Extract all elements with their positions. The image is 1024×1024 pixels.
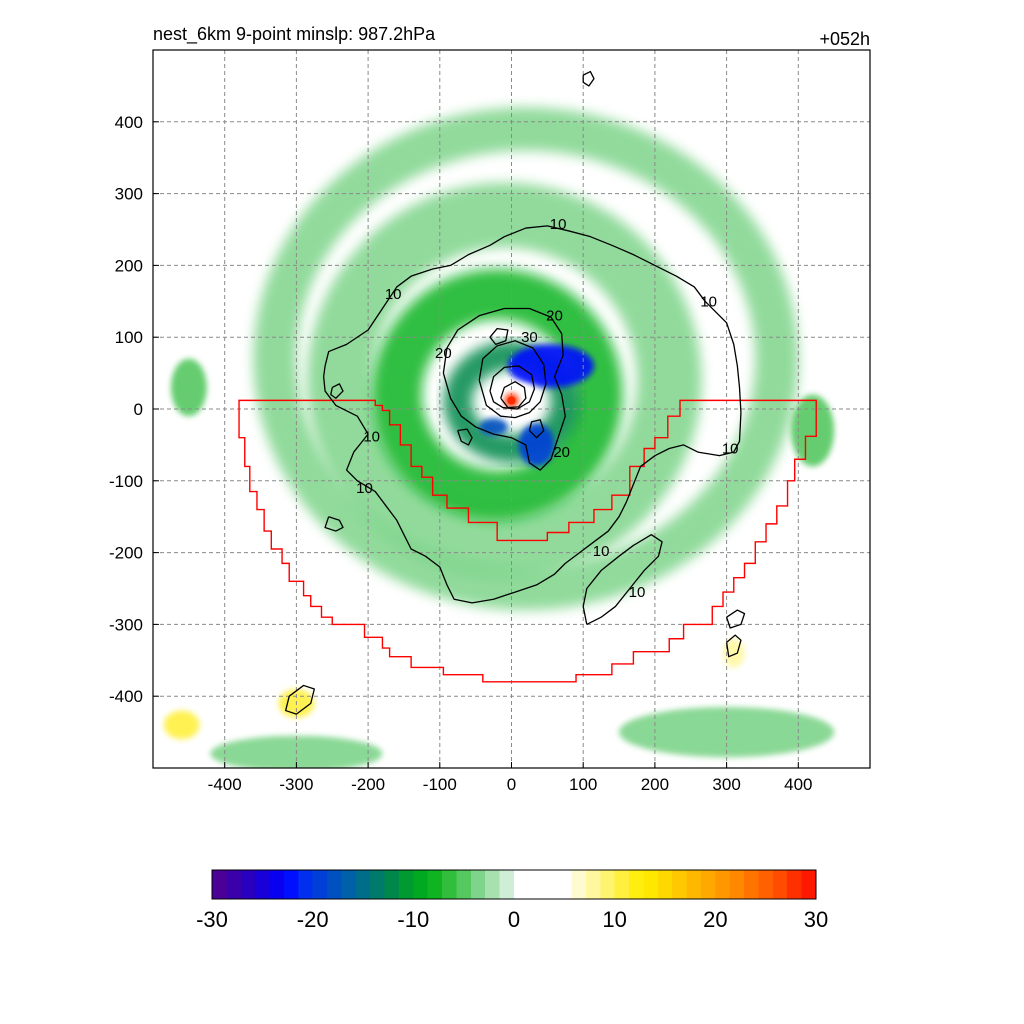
contour-label-layer: 10 10 10 10 10 10 10 10 20 20 20 30 [356, 216, 738, 601]
storm-center-marker [507, 396, 516, 405]
colorbar-tick-label-5: 20 [703, 907, 727, 932]
colorbar-tick-label-0: -30 [196, 907, 228, 932]
chart-title: nest_6km 9-point minslp: 987.2hPa [153, 24, 436, 45]
x-tick-label-4: 0 [507, 775, 516, 794]
field-ring-0 [307, 182, 702, 578]
field-blob-15 [170, 358, 207, 417]
contour-label-10: 20 [553, 444, 570, 461]
contour-label-5: 10 [356, 480, 373, 497]
field-blob-12 [274, 579, 304, 598]
x-tick-label-5: 100 [569, 775, 597, 794]
x-tick-label-7: 300 [712, 775, 740, 794]
contour-label-4: 10 [722, 440, 739, 457]
x-tick-label-8: 400 [784, 775, 812, 794]
contour-line-5 [725, 609, 746, 629]
y-tick-label-2: 200 [115, 256, 143, 275]
contour-label-11: 30 [521, 329, 538, 346]
contour-label-0: 10 [550, 216, 567, 233]
colorbar-ticks: -30 -20 -10 0 10 20 30 [196, 907, 828, 932]
contour-label-2: 10 [700, 293, 717, 310]
y-tick-label-7: -300 [109, 615, 143, 634]
contour-line-9 [442, 307, 566, 471]
field-ring-3 [443, 340, 580, 463]
shaded-field-layer [163, 80, 835, 768]
y-axis-ticks: 400 300 200 100 0 -100 -200 -300 -400 [109, 113, 159, 706]
field-blob-4 [507, 344, 594, 388]
contour-line-7 [582, 70, 595, 87]
contour-line-11 [478, 340, 547, 419]
contour-line-6 [725, 634, 742, 658]
contour-label-9: 20 [546, 308, 563, 325]
x-tick-label-1: -300 [279, 775, 313, 794]
colorbar-tick-label-6: 30 [804, 907, 828, 932]
x-tick-label-0: -400 [208, 775, 242, 794]
colorbar: -30 -20 -10 0 10 20 30 [196, 869, 828, 932]
y-tick-label-4: 0 [134, 400, 143, 419]
colorbar-tick-label-2: -10 [397, 907, 429, 932]
y-tick-label-6: -200 [109, 544, 143, 563]
colorbar-tick-label-1: -20 [297, 907, 329, 932]
y-tick-label-0: 400 [115, 113, 143, 132]
contour-line-0 [322, 225, 742, 604]
field-blob-9 [163, 710, 200, 740]
field-ring-2 [371, 269, 623, 521]
y-tick-label-8: -400 [109, 687, 143, 706]
field-blob-14 [231, 80, 247, 92]
x-tick-label-2: -200 [351, 775, 385, 794]
contour-line-2 [324, 516, 344, 532]
colorbar-tick-label-4: 10 [602, 907, 626, 932]
contour-label-3: 10 [363, 428, 380, 445]
contour-line-8 [457, 428, 473, 446]
contour-line-4 [330, 383, 344, 399]
contour-label-1: 10 [385, 286, 402, 303]
contour-line-13 [489, 365, 536, 410]
x-axis-ticks: -400 -300 -200 -100 0 100 200 300 400 [208, 762, 812, 794]
contour-label-7: 10 [629, 584, 646, 601]
boundary-layer [238, 396, 817, 683]
colorbar-rect [211, 869, 817, 900]
boundary-polygon [238, 399, 817, 683]
contour-line-14 [500, 381, 527, 409]
field-blob-6 [479, 418, 508, 436]
y-tick-label-1: 300 [115, 185, 143, 204]
field-blob-16 [791, 394, 835, 467]
contour-layer [284, 70, 746, 715]
contour-line-12 [528, 419, 545, 439]
x-tick-label-3: -100 [423, 775, 457, 794]
colorbar-tick-label-3: 0 [508, 907, 520, 932]
y-tick-label-5: -100 [109, 472, 143, 491]
forecast-hour-label: +052h [819, 29, 870, 49]
contour-line-10 [489, 327, 509, 346]
contour-label-8: 20 [435, 345, 452, 362]
field-blob-13 [343, 622, 379, 641]
field-blob-5 [518, 423, 555, 467]
contour-line-1 [582, 534, 663, 625]
contour-line-3 [284, 684, 315, 715]
x-tick-label-6: 200 [641, 775, 669, 794]
y-tick-label-3: 100 [115, 328, 143, 347]
contour-label-6: 10 [593, 543, 610, 560]
